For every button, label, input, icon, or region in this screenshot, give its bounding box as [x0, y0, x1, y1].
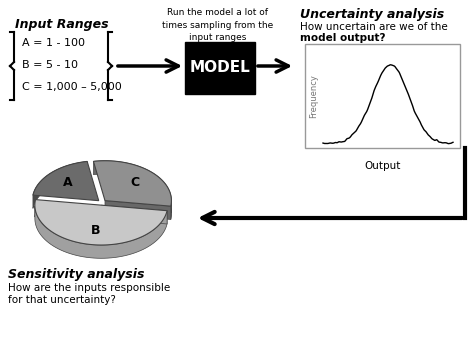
Text: MODEL: MODEL [190, 61, 250, 75]
Text: B: B [91, 224, 100, 237]
Text: model output?: model output? [300, 33, 385, 43]
Text: C: C [130, 176, 139, 189]
PathPatch shape [93, 161, 172, 206]
Text: Input Ranges: Input Ranges [15, 18, 109, 31]
FancyBboxPatch shape [185, 42, 255, 94]
Text: How are the inputs responsible: How are the inputs responsible [8, 283, 170, 293]
Text: Sensitivity analysis: Sensitivity analysis [8, 268, 145, 281]
Text: B = 5 - 10: B = 5 - 10 [22, 60, 78, 70]
Polygon shape [171, 201, 172, 219]
FancyBboxPatch shape [305, 44, 460, 148]
Polygon shape [33, 161, 87, 208]
Text: Output: Output [365, 161, 401, 171]
Polygon shape [105, 201, 171, 219]
Polygon shape [35, 200, 36, 217]
Text: for that uncertainty?: for that uncertainty? [8, 295, 116, 305]
Text: How uncertain are we of the: How uncertain are we of the [300, 22, 448, 32]
Text: Run the model a lot of
times sampling from the
input ranges: Run the model a lot of times sampling fr… [163, 8, 273, 42]
PathPatch shape [33, 161, 99, 201]
Text: A = 1 - 100: A = 1 - 100 [22, 38, 85, 48]
Text: Frequency: Frequency [310, 74, 319, 118]
Text: C = 1,000 – 5,000: C = 1,000 – 5,000 [22, 82, 122, 92]
Text: A: A [63, 176, 73, 189]
Text: Uncertainty analysis: Uncertainty analysis [300, 8, 444, 21]
Polygon shape [35, 206, 167, 258]
Polygon shape [101, 205, 167, 224]
PathPatch shape [35, 200, 167, 245]
Polygon shape [93, 161, 172, 213]
